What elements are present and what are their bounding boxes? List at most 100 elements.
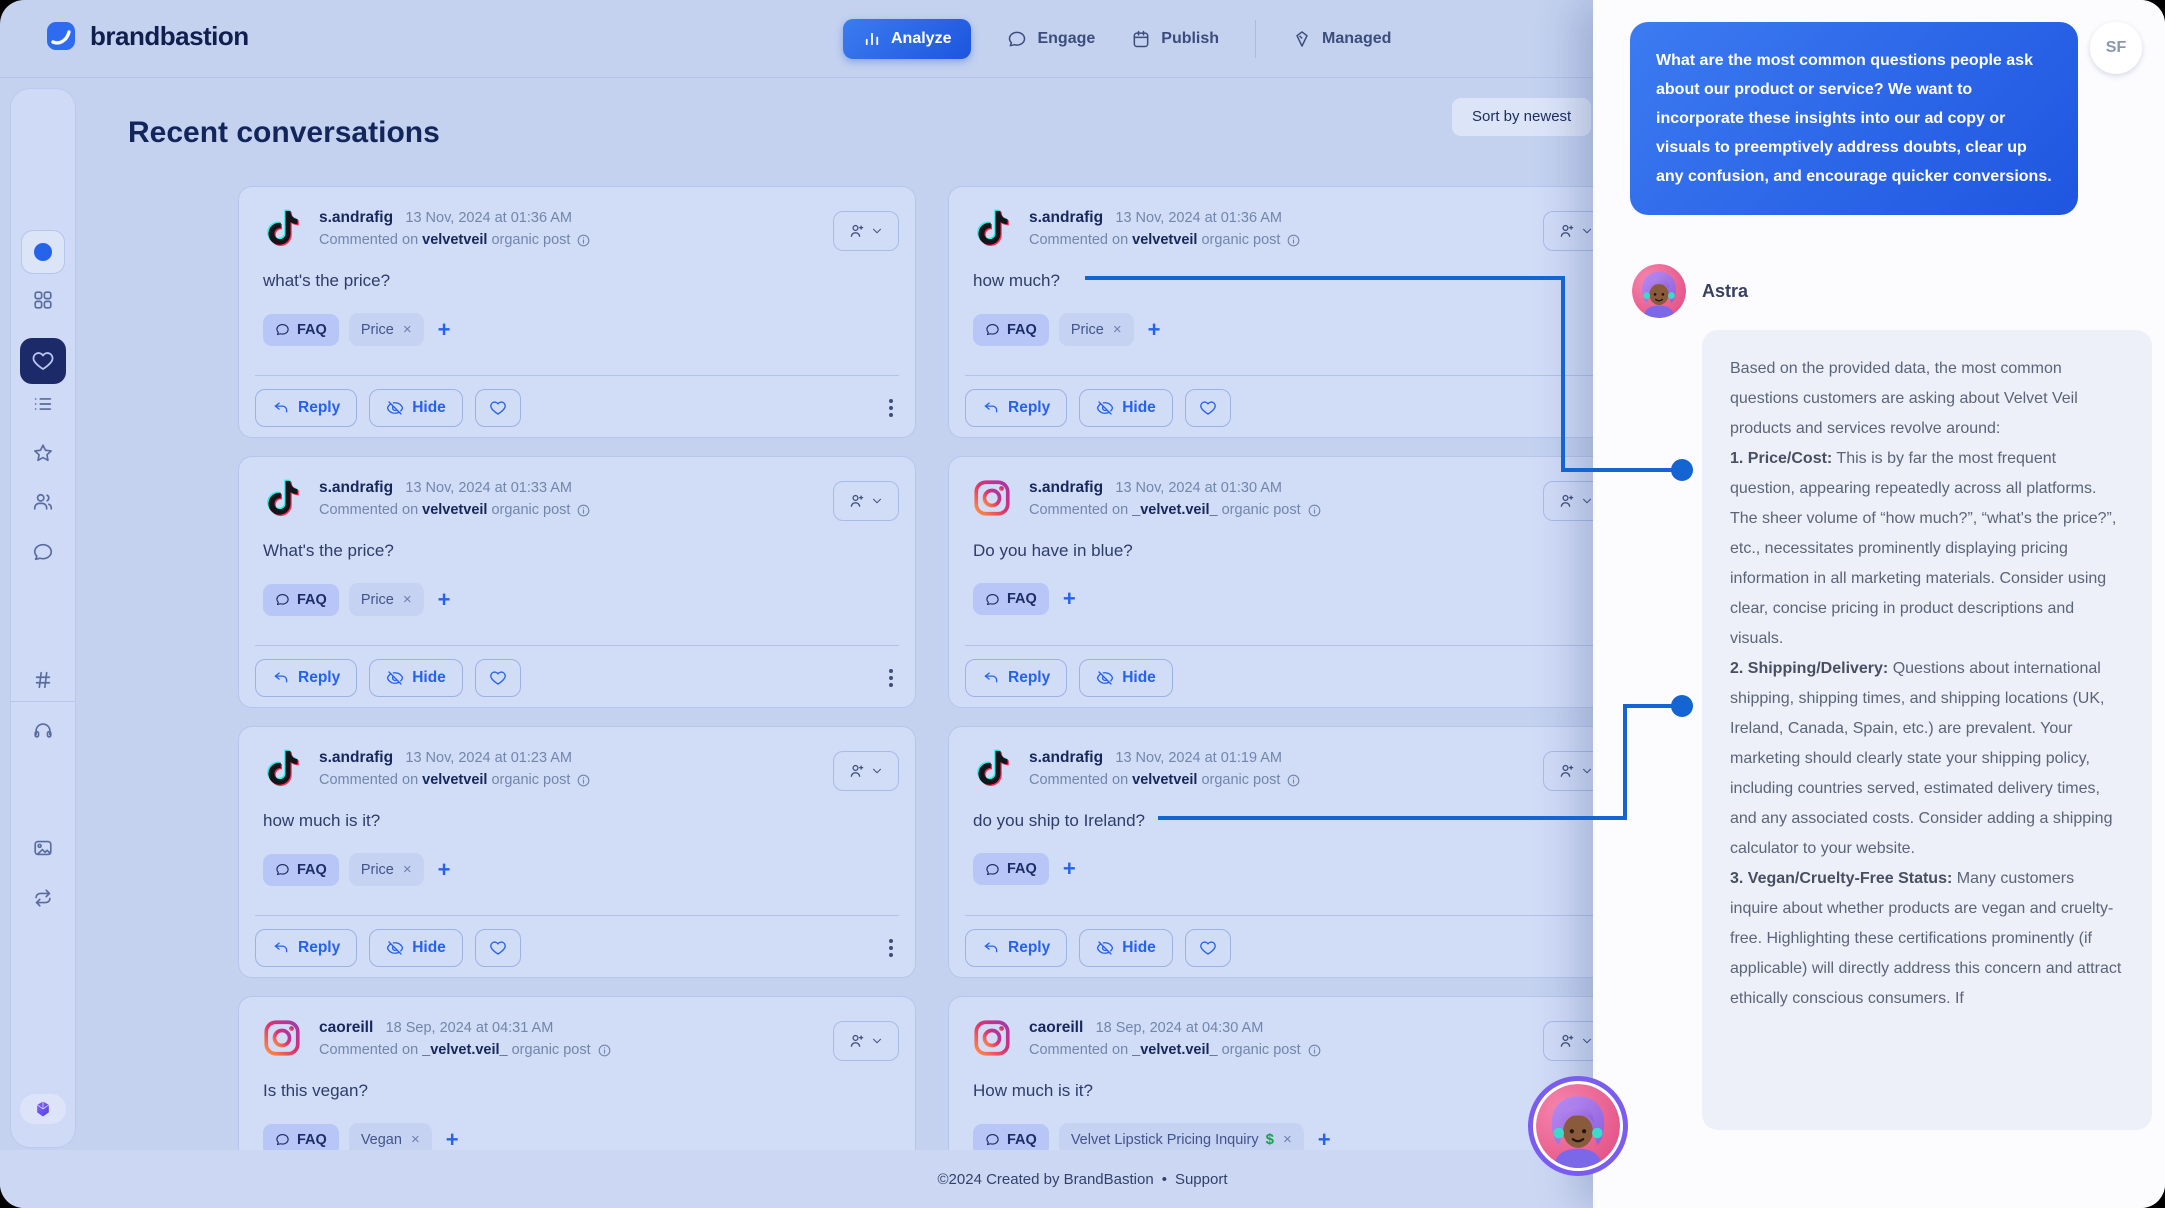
faq-tag[interactable]: FAQ: [263, 313, 339, 346]
cards-grid: s.andrafig 13 Nov, 2024 at 01:36 AM Comm…: [238, 186, 1626, 1208]
assign-button[interactable]: [833, 211, 899, 251]
sidebar-item-hashtags[interactable]: [32, 669, 54, 691]
tab-publish[interactable]: Publish: [1131, 29, 1219, 49]
info-icon[interactable]: [597, 1043, 612, 1058]
reply-icon: [274, 402, 288, 413]
hide-button[interactable]: Hide: [1079, 929, 1173, 967]
card-actions: Reply Hide: [255, 389, 899, 427]
sidebar-item-conversations[interactable]: [32, 541, 54, 563]
platform-avatar: [261, 207, 303, 249]
hide-button[interactable]: Hide: [369, 929, 463, 967]
like-button[interactable]: [474, 659, 521, 697]
hide-button[interactable]: Hide: [1079, 389, 1173, 427]
remove-tag-icon[interactable]: ×: [410, 1131, 420, 1148]
tab-managed[interactable]: Managed: [1292, 29, 1391, 49]
more-options-button[interactable]: [883, 933, 899, 963]
support-link[interactable]: Support: [1174, 1170, 1228, 1188]
like-button[interactable]: [1184, 389, 1231, 427]
reply-button[interactable]: Reply: [965, 389, 1068, 427]
more-options-button[interactable]: [883, 663, 899, 693]
info-icon[interactable]: [1307, 503, 1322, 518]
like-button[interactable]: [1184, 929, 1231, 967]
assign-button[interactable]: [833, 481, 899, 521]
add-tag-button[interactable]: +: [442, 1127, 463, 1153]
reply-button[interactable]: Reply: [965, 929, 1068, 967]
add-tag-button[interactable]: +: [434, 857, 455, 883]
tab-engage[interactable]: Engage: [1007, 29, 1095, 49]
add-tag-button[interactable]: +: [1314, 1127, 1335, 1153]
assistant-header: Astra: [1632, 264, 1748, 318]
sort-dropdown[interactable]: Sort by newest: [1452, 98, 1592, 136]
info-icon[interactable]: [576, 773, 591, 788]
sidebar-item-media[interactable]: [32, 837, 54, 859]
like-button[interactable]: [474, 389, 521, 427]
reply-button[interactable]: Reply: [965, 659, 1068, 697]
reply-button[interactable]: Reply: [255, 389, 358, 427]
sidebar-item-favorites[interactable]: [20, 338, 66, 384]
add-tag-button[interactable]: +: [1059, 586, 1080, 612]
sidebar-item-reposts[interactable]: [32, 887, 54, 909]
sidebar-item-starred[interactable]: [32, 442, 54, 464]
faq-tag[interactable]: FAQ: [973, 583, 1049, 615]
hide-button[interactable]: Hide: [369, 389, 463, 427]
platform-avatar: [971, 207, 1013, 249]
faq-tag[interactable]: FAQ: [263, 853, 339, 886]
reply-button[interactable]: Reply: [255, 929, 358, 967]
faq-tag[interactable]: FAQ: [973, 313, 1049, 346]
add-tag-button[interactable]: +: [434, 587, 455, 613]
brand-logo[interactable]: brandbastion: [44, 19, 249, 53]
sidebar-item-dashboard[interactable]: [32, 289, 54, 311]
page-title: Recent conversations: [128, 116, 440, 150]
person-add-icon: [1560, 1034, 1574, 1047]
floating-assistant-avatar[interactable]: [1528, 1076, 1628, 1176]
info-icon[interactable]: [1286, 233, 1301, 248]
add-tag-button[interactable]: +: [1144, 317, 1165, 343]
tab-analyze[interactable]: Analyze: [843, 19, 972, 59]
info-icon[interactable]: [1286, 773, 1301, 788]
like-button[interactable]: [474, 929, 521, 967]
assign-button[interactable]: [833, 1021, 899, 1061]
heart-icon: [1199, 941, 1216, 955]
person-add-icon: [1560, 224, 1574, 237]
footer-separator: •: [1161, 1170, 1167, 1188]
card-username: s.andrafig: [319, 479, 394, 496]
tag-pill[interactable]: Price ×: [348, 853, 424, 886]
tags-row: FAQ Price × +: [973, 313, 1164, 346]
tag-pill[interactable]: Price ×: [1058, 313, 1134, 346]
sidebar-item-audience[interactable]: [32, 491, 54, 513]
remove-tag-icon[interactable]: ×: [402, 861, 412, 878]
info-icon[interactable]: [576, 233, 591, 248]
add-tag-button[interactable]: +: [434, 317, 455, 343]
info-icon[interactable]: [576, 503, 591, 518]
platform-avatar: [261, 477, 303, 519]
assign-button[interactable]: [833, 751, 899, 791]
card-username: caoreill: [319, 1019, 374, 1036]
workspace-button[interactable]: [21, 230, 65, 274]
tag-pill[interactable]: Price ×: [348, 313, 424, 346]
hide-button[interactable]: Hide: [1079, 659, 1173, 697]
tag-label: FAQ: [297, 591, 327, 608]
card-context-prefix: Commented on: [319, 1042, 419, 1058]
card-divider: [255, 645, 899, 646]
more-options-button[interactable]: [883, 393, 899, 423]
sidebar-divider: [11, 701, 75, 702]
money-icon: $: [1265, 1131, 1274, 1148]
remove-tag-icon[interactable]: ×: [1112, 321, 1122, 338]
info-icon[interactable]: [1307, 1043, 1322, 1058]
sidebar-item-listening[interactable]: [32, 719, 54, 741]
tag-pill[interactable]: Price ×: [348, 583, 424, 616]
faq-tag[interactable]: FAQ: [263, 583, 339, 616]
remove-tag-icon[interactable]: ×: [402, 591, 412, 608]
add-tag-button[interactable]: +: [1059, 856, 1080, 882]
workspace-dot-icon: [34, 243, 52, 261]
remove-tag-icon[interactable]: ×: [402, 321, 412, 338]
sidebar-assistant-button[interactable]: [20, 1094, 66, 1124]
hide-button[interactable]: Hide: [369, 659, 463, 697]
faq-tag[interactable]: FAQ: [973, 853, 1049, 885]
reply-button[interactable]: Reply: [255, 659, 358, 697]
remove-tag-icon[interactable]: ×: [1282, 1131, 1292, 1148]
sidebar-item-feed[interactable]: [32, 393, 54, 415]
tab-label: Managed: [1322, 30, 1392, 47]
reply-icon: [984, 942, 998, 953]
card-meta: s.andrafig 13 Nov, 2024 at 01:30 AM Comm…: [1029, 479, 1322, 518]
